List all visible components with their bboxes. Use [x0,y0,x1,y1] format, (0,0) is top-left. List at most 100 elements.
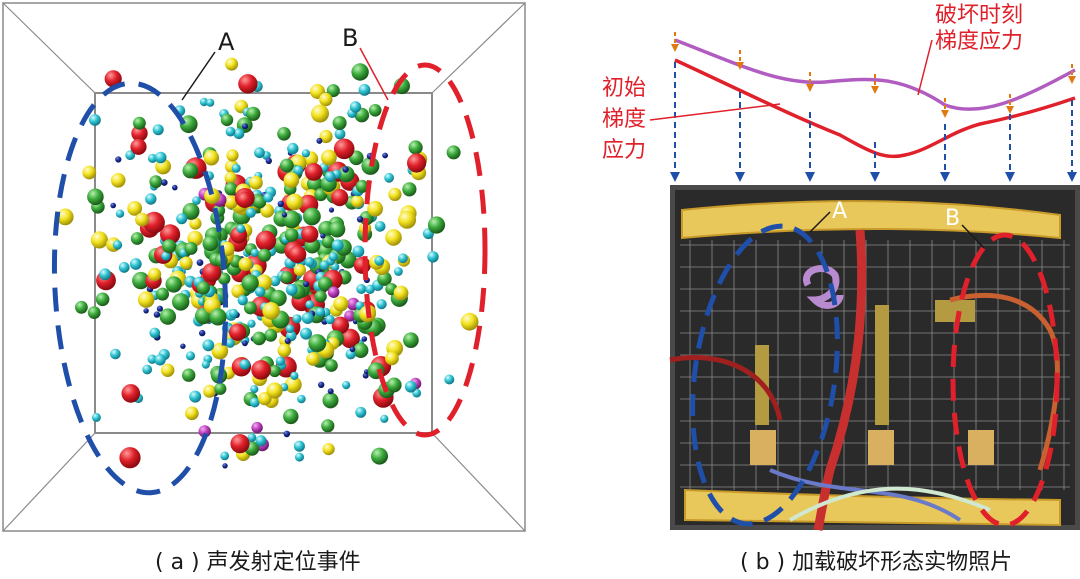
ae-event-sphere [224,171,237,184]
ae-event-sphere [192,196,201,205]
ae-event-sphere [314,290,327,303]
ae-event-sphere [252,195,267,209]
ae-event-sphere [371,447,388,465]
ae-event-sphere [255,274,272,291]
ae-event-sphere [162,239,177,254]
ae-event-sphere [384,172,394,183]
failure-stress-label-line-1: 破坏时刻 [935,3,1023,28]
orange-cable [949,293,1060,471]
ae-event-sphere [161,363,175,377]
ae-event-sphere [338,166,355,183]
arrow-head [806,84,814,92]
ae-event-sphere [225,338,235,348]
ae-event-sphere [403,332,419,349]
failure-stress-label-line-2: 梯度应力 [935,29,1023,54]
ae-event-sphere [143,308,149,314]
initial-label-leader [649,103,781,121]
ae-event-sphere [220,451,230,461]
ae-event-sphere [156,287,169,301]
ae-event-sphere [333,296,349,312]
initial-stress-label-line-1: 初始 [602,76,646,101]
arrow-head [1068,76,1076,84]
ae-event-sphere [331,239,344,252]
bottom-yellow-band [684,488,1061,527]
ae-event-sphere [303,207,321,226]
inner-box [94,92,433,434]
ae-event-sphere [176,213,188,225]
gauge-terminal [868,430,894,465]
ae-event-sphere [297,394,306,404]
ae-event-sphere [324,171,336,183]
ae-event-sphere [243,301,257,315]
arrow-head [736,62,744,70]
ae-event-sphere [352,245,365,258]
ae-event-sphere [202,235,219,252]
ae-event-sphere [75,300,88,314]
ae-event-sphere [118,262,130,273]
ae-event-sphere [268,365,281,378]
ae-event-sphere [131,125,148,142]
ae-event-sphere [286,193,304,211]
ae-event-sphere [206,98,215,107]
ae-event-sphere [121,384,141,403]
ae-event-sphere [315,307,326,317]
ae-event-sphere [306,352,320,366]
ae-event-spheres [56,57,479,469]
ae-event-sphere [351,195,364,208]
ae-event-sphere [149,175,163,189]
ae-event-sphere [247,433,257,442]
arrow-head [671,44,679,52]
ae-event-sphere [172,293,190,311]
ae-event-sphere [249,175,263,190]
ae-event-sphere [236,224,246,234]
ae-event-sphere [224,195,238,209]
ae-event-sphere [133,116,146,130]
ae-event-sphere [349,101,362,113]
ae-event-sphere [226,149,239,162]
ae-event-sphere [110,173,126,188]
ae-event-sphere [156,305,163,312]
ae-event-sphere [237,295,248,306]
ae-event-sphere [182,202,200,220]
zone-b-label: B [945,206,960,231]
arrow-head [1067,172,1077,182]
ae-event-sphere [334,128,346,140]
ae-event-sphere [250,248,259,257]
ae-event-sphere [196,259,204,266]
ae-event-sphere [135,212,149,227]
ae-event-sphere [104,70,122,88]
ae-event-sphere [293,165,304,176]
ae-event-sphere [110,202,116,209]
ae-event-sphere [374,221,386,232]
ae-event-sphere [295,452,304,462]
ae-event-sphere [277,200,284,207]
ae-event-sphere [184,241,198,255]
ae-event-sphere [386,377,402,393]
ae-event-sphere [356,216,364,223]
ae-event-sphere [179,115,198,134]
ae-event-sphere [165,276,182,293]
ae-event-sphere [148,267,162,281]
ae-event-sphere [252,331,266,346]
ae-event-sphere [284,376,302,394]
zone-b-ellipse [950,232,1060,528]
ae-event-sphere [394,267,403,276]
arrow-head [1005,172,1015,182]
ae-event-sphere [203,384,217,398]
ae-event-sphere [247,319,256,328]
ae-event-sphere [275,356,286,366]
ae-event-sphere [245,207,256,218]
ae-event-sphere [327,286,340,299]
ae-event-sphere [404,380,417,393]
ae-event-sphere [283,430,291,438]
ae-event-sphere [292,314,302,324]
label-a-leader [181,51,216,101]
ae-event-sphere [284,228,299,242]
white-cable [789,486,991,522]
ae-event-sphere [308,334,327,353]
strain-gauge [875,305,889,425]
ae-event-sphere [239,359,250,370]
box-edge [431,2,526,94]
ae-event-sphere [388,187,402,201]
ae-event-sphere [185,351,196,361]
